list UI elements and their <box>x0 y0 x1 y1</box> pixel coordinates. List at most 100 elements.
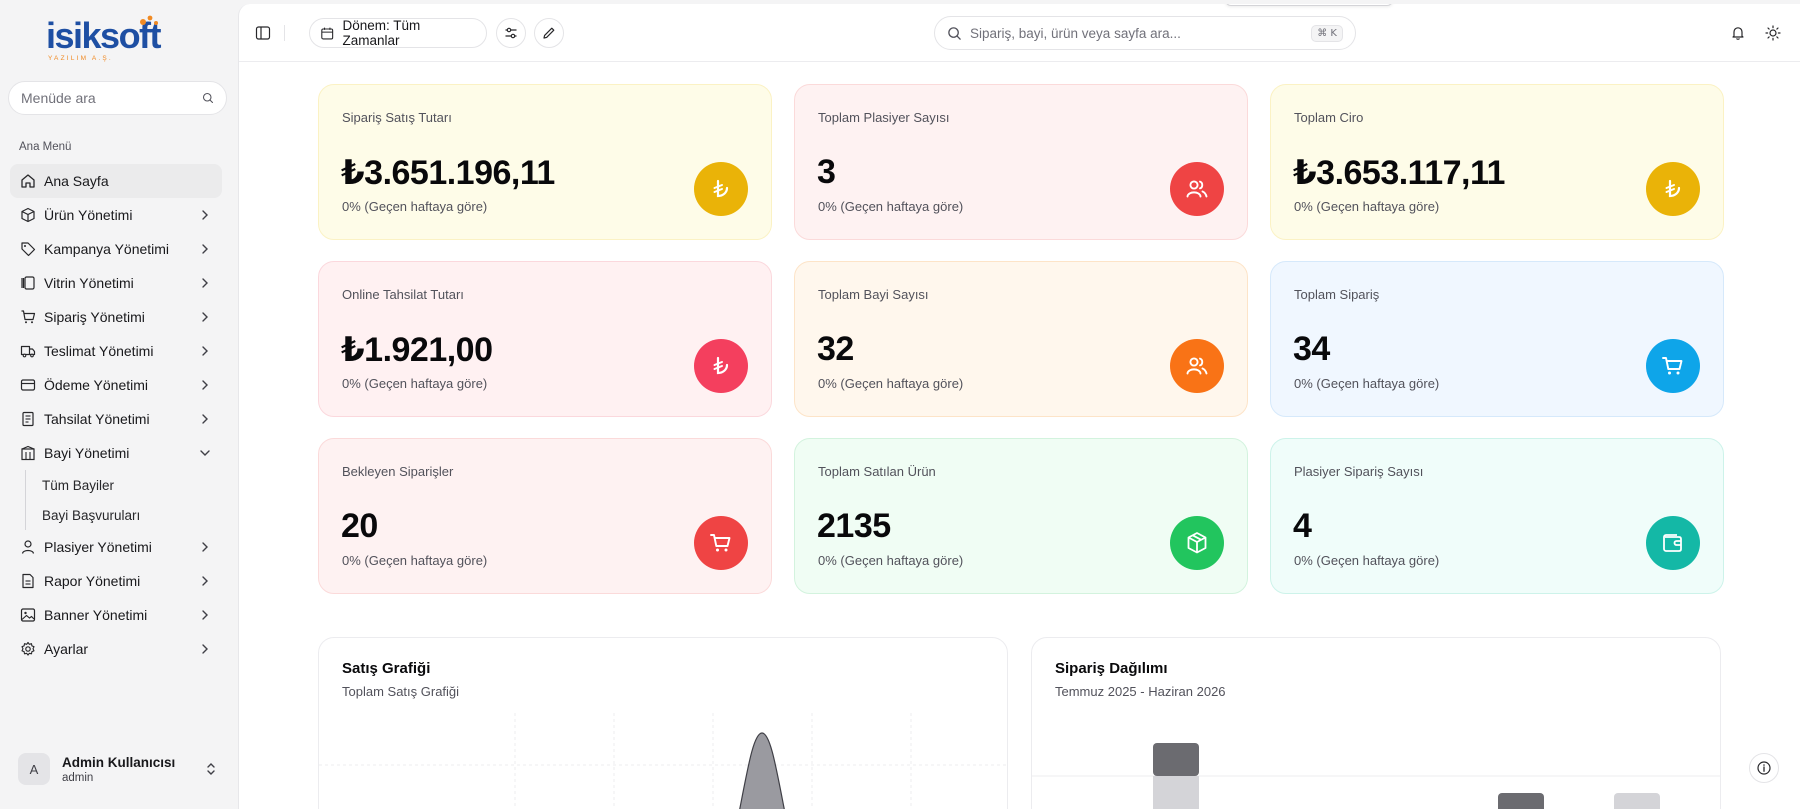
sales-chart-title: Satış Grafiği <box>342 660 431 677</box>
user-menu[interactable]: A Admin Kullanıcısı admin <box>18 752 218 786</box>
brand-logo[interactable]: isiksoft YAZILIM A.Ş. <box>46 14 190 62</box>
global-search[interactable]: ⌘ K <box>934 16 1356 50</box>
stat-title: Sipariş Satış Tutarı <box>342 110 452 125</box>
sidebar-item-sales-reps[interactable]: Plasiyer Yönetimi <box>10 530 222 564</box>
sales-area-peak <box>739 732 785 809</box>
menu-search-input[interactable] <box>21 90 202 106</box>
report-icon <box>22 573 34 589</box>
sidebar-item-reports[interactable]: Rapor Yönetimi <box>10 564 222 598</box>
sidebar-item-banners[interactable]: Banner Yönetimi <box>10 598 222 632</box>
stat-badge <box>1170 516 1224 570</box>
stat-card-products-sold[interactable]: Toplam Satılan Ürün 2135 0% (Geçen hafta… <box>794 438 1248 594</box>
chevron-right-icon <box>202 542 208 552</box>
sidebar-item-campaigns[interactable]: Kampanya Yönetimi <box>10 232 222 266</box>
theme-toggle-button[interactable] <box>1762 22 1784 44</box>
wallet-icon <box>1663 534 1682 552</box>
chevron-right-icon <box>202 346 208 356</box>
sidebar-item-products[interactable]: Ürün Yönetimi <box>10 198 222 232</box>
stat-badge <box>694 339 748 393</box>
stat-card-order-sales[interactable]: Sipariş Satış Tutarı ₺3.651.196,11 0% (G… <box>318 84 772 240</box>
stat-value: 3 <box>817 153 836 191</box>
sidebar-item-collections[interactable]: Tahsilat Yönetimi <box>10 402 222 436</box>
stat-title: Toplam Plasiyer Sayısı <box>818 110 950 125</box>
stat-delta: 0% (Geçen haftaya göre) <box>342 376 488 391</box>
stat-title: Toplam Satılan Ürün <box>818 464 936 479</box>
stat-value: 34 <box>1293 330 1330 368</box>
sidebar-item-label: Bayi Yönetimi <box>44 445 130 461</box>
sidebar-item-label: Vitrin Yönetimi <box>44 275 134 291</box>
stat-value: 4 <box>1293 507 1312 545</box>
bar-segment <box>1614 793 1660 809</box>
stat-card-total-revenue[interactable]: Toplam Ciro ₺3.653.117,11 0% (Geçen haft… <box>1270 84 1724 240</box>
package-icon <box>1187 532 1207 554</box>
stat-card-sales-reps[interactable]: Toplam Plasiyer Sayısı 3 0% (Geçen hafta… <box>794 84 1248 240</box>
gallery-icon <box>21 276 35 290</box>
stat-card-pending-orders[interactable]: Bekleyen Siparişler 20 0% (Geçen haftaya… <box>318 438 772 594</box>
sidebar-toggle-icon <box>255 26 271 40</box>
stat-badge <box>1646 162 1700 216</box>
sidebar-item-home[interactable]: Ana Sayfa <box>10 164 222 198</box>
info-button[interactable] <box>1749 753 1779 783</box>
stat-card-total-orders[interactable]: Toplam Sipariş 34 0% (Geçen haftaya göre… <box>1270 261 1724 417</box>
sidebar-item-settings[interactable]: Ayarlar <box>10 632 222 666</box>
image-icon <box>20 608 36 622</box>
lira-icon <box>1665 179 1681 198</box>
sidebar-item-label: Ürün Yönetimi <box>44 207 133 223</box>
sidebar-toggle-button[interactable] <box>252 22 274 44</box>
bar-segment <box>1498 793 1544 809</box>
stat-value: 2135 <box>817 507 891 545</box>
users-icon <box>1186 357 1208 375</box>
edit-button[interactable] <box>534 18 564 48</box>
users-icon <box>1186 180 1208 198</box>
stat-title: Toplam Ciro <box>1294 110 1364 125</box>
bar-segment <box>1153 743 1199 776</box>
pencil-icon <box>543 27 555 39</box>
sales-chart-plot <box>319 713 1007 809</box>
tag-icon <box>21 242 36 257</box>
sales-chart-subtitle: Toplam Satış Grafiği <box>342 684 460 699</box>
sidebar-item-label: Ana Sayfa <box>44 173 109 189</box>
sidebar-nav: Ana Sayfa Ürün Yönetimi Kampanya Yönetim… <box>10 164 222 666</box>
stat-value: ₺3.651.196,11 <box>341 154 555 192</box>
sidebar-item-showcase[interactable]: Vitrin Yönetimi <box>10 266 222 300</box>
stat-title: Online Tahsilat Tutarı <box>342 287 464 302</box>
sidebar-item-payments[interactable]: Ödeme Yönetimi <box>10 368 222 402</box>
stat-card-rep-orders[interactable]: Plasiyer Sipariş Sayısı 4 0% (Geçen haft… <box>1270 438 1724 594</box>
order-distribution-plot <box>1032 743 1720 809</box>
search-icon[interactable] <box>202 90 214 106</box>
chevron-right-icon <box>202 312 208 322</box>
menu-search[interactable] <box>8 81 227 115</box>
notifications-button[interactable] <box>1727 22 1749 44</box>
sidebar-item-dealers[interactable]: Bayi Yönetimi <box>10 436 222 470</box>
sidebar-item-delivery[interactable]: Teslimat Yönetimi <box>10 334 222 368</box>
chevrons-up-down-icon <box>207 763 215 775</box>
stat-value: ₺3.653.117,11 <box>1293 154 1505 192</box>
order-distribution-panel: Sipariş Dağılımı Temmuz 2025 - Haziran 2… <box>1031 637 1721 809</box>
stat-delta: 0% (Geçen haftaya göre) <box>342 199 488 214</box>
filter-button[interactable] <box>496 18 526 48</box>
sidebar-item-orders[interactable]: Sipariş Yönetimi <box>10 300 222 334</box>
topbar-divider <box>284 25 285 41</box>
user-name: Admin Kullanıcısı <box>62 754 176 770</box>
stat-delta: 0% (Geçen haftaya göre) <box>818 376 964 391</box>
search-icon <box>948 26 961 40</box>
cart-icon <box>710 534 731 552</box>
user-meta: Admin Kullanıcısı admin <box>62 755 204 784</box>
sidebar-item-label: Banner Yönetimi <box>44 607 148 623</box>
topbar: Dönem: Tüm Zamanlar ⌘ K <box>239 4 1800 62</box>
stat-delta: 0% (Geçen haftaya göre) <box>1294 553 1440 568</box>
chevron-right-icon <box>202 644 208 654</box>
stat-card-dealers[interactable]: Toplam Bayi Sayısı 32 0% (Geçen haftaya … <box>794 261 1248 417</box>
chevron-right-icon <box>202 576 208 586</box>
stat-card-online-collection[interactable]: Online Tahsilat Tutarı ₺1.921,00 0% (Geç… <box>318 261 772 417</box>
sidebar-item-label: Tahsilat Yönetimi <box>44 411 150 427</box>
stat-delta: 0% (Geçen haftaya göre) <box>342 553 488 568</box>
period-selector-button[interactable]: Dönem: Tüm Zamanlar <box>309 18 487 48</box>
submenu-item-dealer-applications[interactable]: Bayi Başvuruları <box>42 507 141 523</box>
global-search-input[interactable] <box>970 25 1312 41</box>
sales-chart-panel: Satış Grafiği Toplam Satış Grafiği <box>318 637 1008 809</box>
submenu-item-all-dealers[interactable]: Tüm Bayiler <box>42 477 115 493</box>
stat-value: ₺1.921,00 <box>341 331 493 369</box>
menu-section-label: Ana Menü <box>19 141 72 153</box>
